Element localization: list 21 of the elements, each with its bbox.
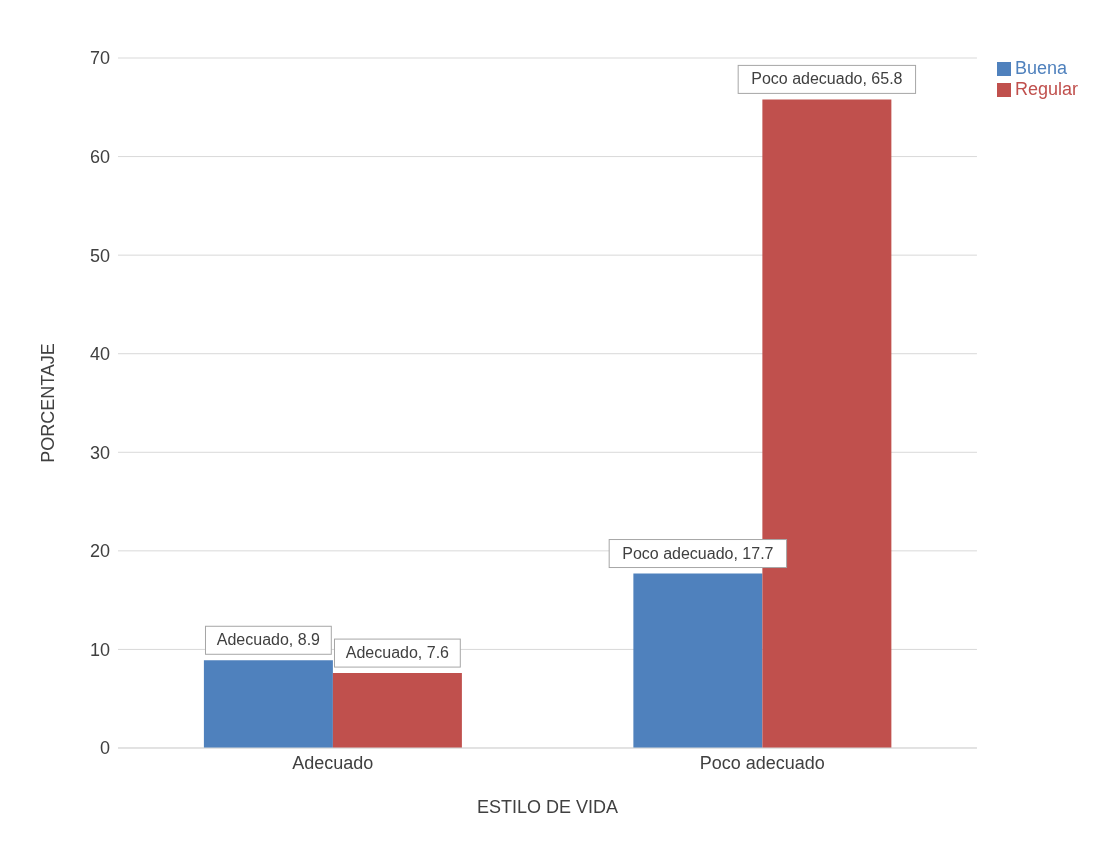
y-tick-label: 0 [99, 738, 110, 759]
legend-label: Regular [1014, 79, 1078, 99]
legend-label: Buena [1014, 58, 1068, 78]
x-axis-title: ESTILO DE VIDA [476, 797, 618, 817]
y-tick-label: 50 [89, 245, 110, 266]
y-tick-label: 30 [89, 442, 110, 463]
y-tick-label: 40 [89, 344, 110, 365]
y-tick-label: 70 [89, 48, 110, 69]
y-axis-title: PORCENTAJE [38, 343, 59, 463]
bar [633, 573, 763, 748]
x-tick-label: Adecuado [292, 752, 374, 773]
data-label: Poco adecuado, 17.7 [622, 544, 774, 562]
y-tick-label: 60 [89, 146, 110, 167]
bar [332, 673, 462, 748]
data-label: Poco adecuado, 65.8 [751, 70, 903, 88]
y-tick-label: 10 [89, 639, 110, 660]
data-label: Adecuado, 7.6 [345, 644, 450, 662]
x-tick-label: Poco adecuado [699, 752, 825, 773]
bar [203, 660, 333, 748]
y-tick-label: 20 [89, 541, 110, 562]
data-label: Adecuado, 8.9 [216, 631, 321, 649]
